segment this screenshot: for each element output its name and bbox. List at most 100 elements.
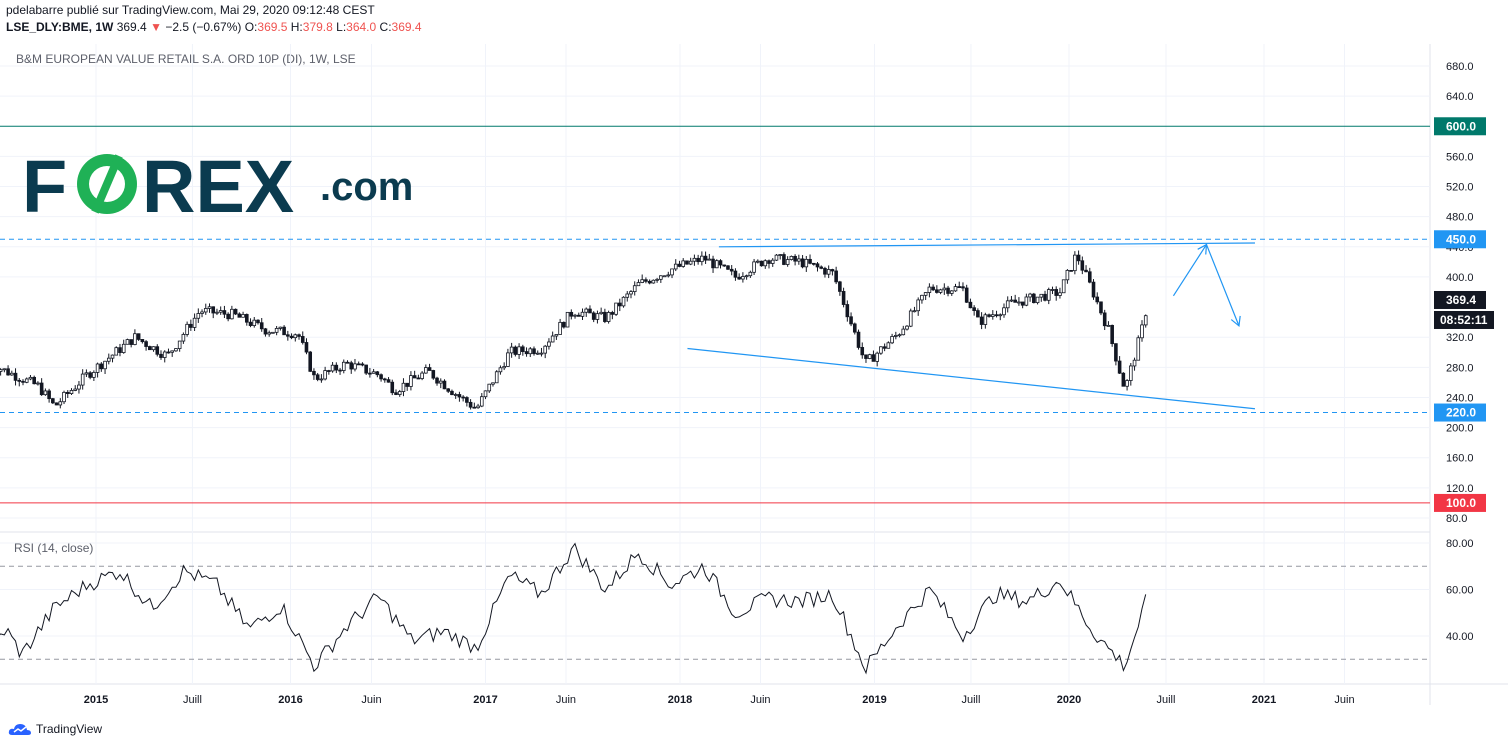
candle-body bbox=[591, 312, 596, 320]
countdown-badge bbox=[1434, 310, 1494, 329]
candle-body bbox=[711, 258, 715, 269]
candle-body bbox=[427, 367, 432, 371]
candle-body bbox=[662, 275, 667, 278]
rsi-tick-label: 60.00 bbox=[1446, 585, 1474, 597]
candle-body bbox=[211, 306, 216, 314]
y-tick-label: 120.0 bbox=[1446, 483, 1474, 495]
rsi-tick-label: 80.00 bbox=[1446, 538, 1474, 550]
candle-body bbox=[804, 258, 809, 268]
candle-body bbox=[43, 390, 48, 396]
low-value: 364.0 bbox=[346, 20, 377, 34]
candle-body bbox=[1046, 289, 1051, 301]
ohlc-line: LSE_DLY:BME, 1W 369.4 ▼ −2.5 (−0.67%) O:… bbox=[6, 19, 422, 36]
candle-body bbox=[811, 262, 816, 265]
candle-body bbox=[800, 258, 805, 268]
candle-body bbox=[420, 372, 424, 379]
candle-body bbox=[539, 352, 544, 355]
candle-body bbox=[450, 390, 454, 396]
last-price-badge bbox=[1434, 290, 1486, 309]
candle-body bbox=[491, 382, 495, 385]
candle-body bbox=[286, 334, 290, 337]
candle-body bbox=[327, 370, 331, 372]
candle-body bbox=[744, 275, 749, 278]
candle-body bbox=[412, 375, 417, 379]
candle-body bbox=[860, 347, 865, 356]
candle-body bbox=[688, 260, 693, 265]
trend-line bbox=[718, 242, 1255, 248]
candle-body bbox=[155, 346, 160, 355]
candle-body bbox=[521, 346, 525, 352]
close-label: C: bbox=[379, 20, 392, 34]
candle-body bbox=[852, 323, 857, 333]
candle-body bbox=[73, 388, 78, 391]
candle-body bbox=[957, 286, 962, 288]
candle-body bbox=[1035, 296, 1040, 304]
candle-body bbox=[465, 397, 469, 403]
candle-body bbox=[976, 310, 980, 318]
price-change: −2.5 (−0.67%) bbox=[165, 20, 242, 34]
y-tick-label: 200.0 bbox=[1446, 423, 1474, 435]
candle-body bbox=[972, 307, 976, 312]
x-tick-label: Juill bbox=[961, 694, 980, 706]
candle-body bbox=[897, 334, 902, 337]
candle-body bbox=[416, 377, 421, 380]
candle-body bbox=[1117, 360, 1122, 374]
x-tick-label: 2021 bbox=[1252, 694, 1276, 706]
candle-body bbox=[513, 346, 518, 355]
candle-body bbox=[106, 357, 111, 362]
publisher-line: pdelabarre publié sur TradingView.com, M… bbox=[6, 3, 375, 17]
candle-body bbox=[1136, 337, 1141, 361]
candle-body bbox=[58, 401, 63, 406]
candle-body bbox=[949, 290, 954, 294]
candle-body bbox=[88, 372, 92, 378]
candle-body bbox=[62, 391, 66, 403]
open-label: O: bbox=[244, 20, 258, 34]
candle-body bbox=[10, 372, 14, 376]
candle-body bbox=[774, 254, 779, 261]
candle-body bbox=[867, 354, 872, 359]
candle-body bbox=[905, 325, 909, 330]
candle-body bbox=[524, 351, 529, 355]
candle-body bbox=[170, 350, 174, 353]
candle-body bbox=[13, 372, 18, 381]
candle-body bbox=[659, 275, 663, 280]
candle-body bbox=[1061, 279, 1066, 294]
candle-body bbox=[547, 341, 551, 347]
candle-body bbox=[834, 270, 838, 283]
rsi-tick-label: 40.00 bbox=[1446, 631, 1474, 643]
candle-body bbox=[1106, 324, 1111, 327]
candle-body bbox=[148, 346, 152, 351]
candle-body bbox=[237, 313, 242, 318]
candle-body bbox=[1073, 254, 1077, 272]
candle-body bbox=[1024, 296, 1029, 306]
candle-body bbox=[741, 276, 745, 280]
candle-body bbox=[424, 367, 428, 374]
candle-body bbox=[756, 260, 760, 263]
candle-body bbox=[1065, 269, 1070, 281]
candle-body bbox=[938, 289, 943, 293]
candle-body bbox=[849, 316, 853, 325]
candle-body bbox=[394, 392, 398, 395]
candle-body bbox=[129, 339, 133, 345]
candle-body bbox=[714, 260, 719, 269]
candle-body bbox=[621, 296, 626, 307]
candle-body bbox=[901, 328, 906, 336]
candle-body bbox=[159, 353, 163, 358]
candle-body bbox=[114, 347, 119, 356]
y-tick-label: 160.0 bbox=[1446, 453, 1474, 465]
candle-body bbox=[118, 347, 122, 353]
candle-body bbox=[647, 280, 652, 284]
candle-body bbox=[726, 265, 730, 270]
low-label: L: bbox=[336, 20, 347, 34]
footer-brand[interactable]: TradingView bbox=[36, 722, 103, 736]
level-price-label: 450.0 bbox=[1446, 232, 1476, 246]
candle-body bbox=[315, 374, 320, 380]
candle-body bbox=[144, 341, 148, 347]
candle-body bbox=[573, 314, 577, 317]
candle-body bbox=[92, 372, 96, 378]
logo-o-slash bbox=[91, 154, 123, 214]
chart-header: pdelabarre publié sur TradingView.com, M… bbox=[6, 2, 422, 36]
candle-body bbox=[401, 382, 406, 392]
candle-body bbox=[991, 314, 995, 317]
